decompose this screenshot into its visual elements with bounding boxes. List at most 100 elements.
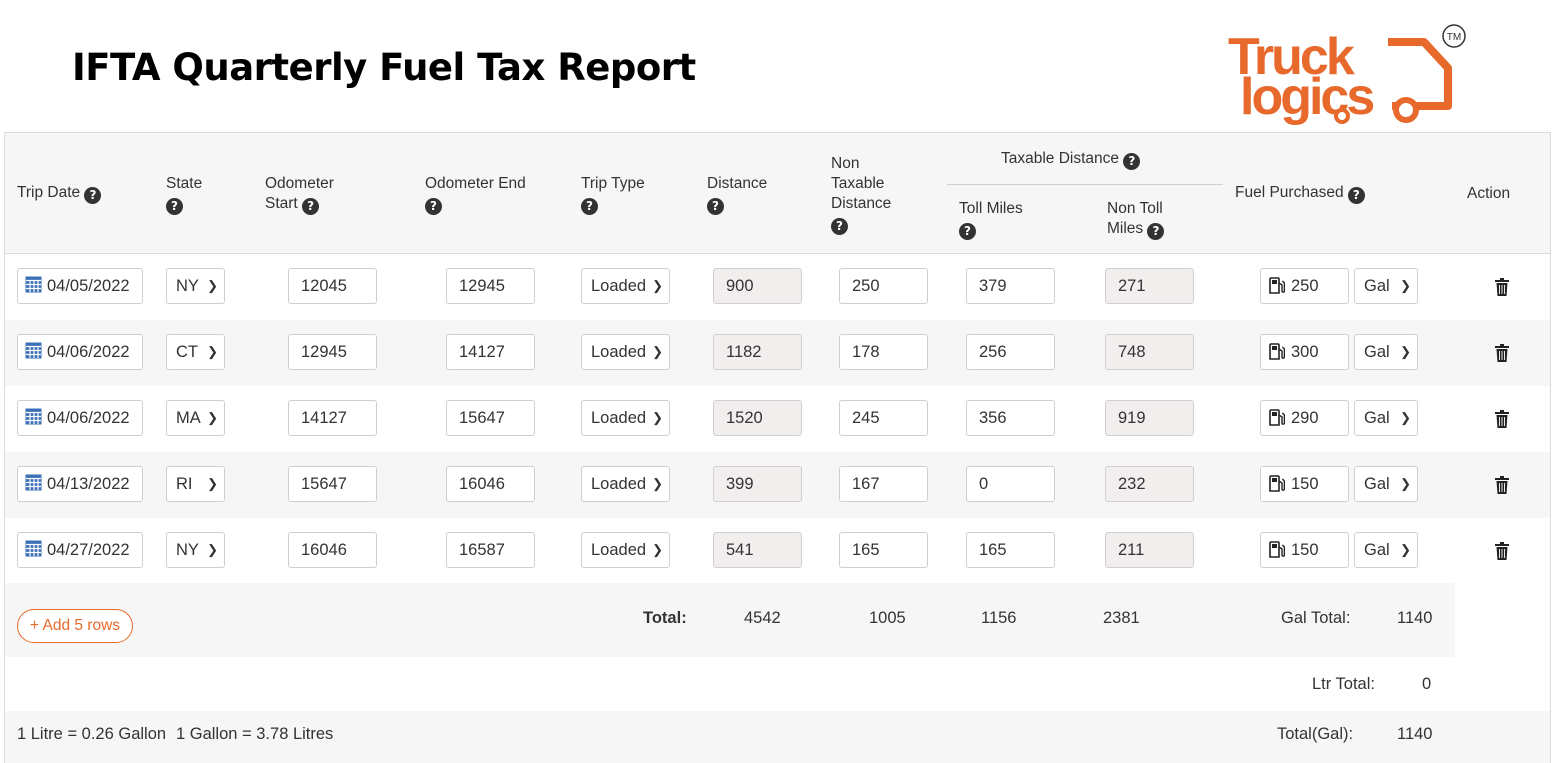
help-icon[interactable]: ? [1147, 223, 1165, 240]
trip-type-select[interactable]: Loaded ❯ [581, 334, 670, 370]
fuel-unit-select[interactable]: Gal ❯ [1354, 268, 1418, 304]
totals-row [5, 583, 1455, 657]
fuel-pump-icon [1269, 277, 1285, 294]
trash-icon[interactable] [1495, 344, 1509, 362]
trip-type-select[interactable]: Loaded ❯ [581, 268, 670, 304]
trip-date-input[interactable]: 04/06/2022 [17, 400, 143, 436]
header-toll-miles: Toll Miles? [959, 200, 1023, 240]
fuel-unit-select[interactable]: Gal ❯ [1354, 334, 1418, 370]
trash-icon[interactable] [1495, 476, 1509, 494]
chevron-down-icon: ❯ [1400, 410, 1411, 425]
chevron-down-icon: ❯ [652, 542, 663, 557]
distance-field: 900 [713, 268, 802, 304]
odometer-end-input[interactable]: 12945 [446, 268, 535, 304]
non-taxable-distance-input[interactable]: 178 [839, 334, 928, 370]
fuel-purchased-input[interactable]: 150 [1260, 532, 1349, 568]
fuel-pump-icon [1269, 541, 1285, 558]
odometer-end-input[interactable]: 16046 [446, 466, 535, 502]
conversion-litre: 1 Litre = 0.26 Gallon [17, 725, 167, 743]
add-rows-button[interactable]: + Add 5 rows [17, 609, 133, 643]
help-icon[interactable]: ? [959, 223, 976, 240]
help-icon[interactable]: ? [1123, 153, 1141, 170]
trash-icon[interactable] [1495, 542, 1509, 560]
help-icon[interactable]: ? [831, 218, 848, 235]
trash-icon[interactable] [1495, 278, 1509, 296]
toll-miles-input[interactable]: 356 [966, 400, 1055, 436]
non-taxable-distance-input[interactable]: 167 [839, 466, 928, 502]
fuel-unit-select[interactable]: Gal ❯ [1354, 532, 1418, 568]
non-toll-miles-field: 232 [1105, 466, 1194, 502]
chevron-down-icon: ❯ [652, 410, 663, 425]
state-select[interactable]: NY ❯ [166, 532, 225, 568]
non-taxable-distance-input[interactable]: 165 [839, 532, 928, 568]
chevron-down-icon: ❯ [207, 410, 218, 425]
toll-miles-input[interactable]: 0 [966, 466, 1055, 502]
toll-miles-input[interactable]: 165 [966, 532, 1055, 568]
report-table: Trip Date ? State? Odometer Start ? Odome… [4, 132, 1551, 763]
odometer-start-input[interactable]: 16046 [288, 532, 377, 568]
chevron-down-icon: ❯ [207, 344, 218, 359]
total-distance: 4542 [744, 609, 781, 627]
trip-date-input[interactable]: 04/27/2022 [17, 532, 143, 568]
chevron-down-icon: ❯ [1400, 476, 1411, 491]
chevron-down-icon: ❯ [652, 344, 663, 359]
help-icon[interactable]: ? [84, 187, 102, 204]
help-icon[interactable]: ? [425, 198, 442, 215]
trip-type-select[interactable]: Loaded ❯ [581, 466, 670, 502]
chevron-down-icon: ❯ [1400, 344, 1411, 359]
help-icon[interactable]: ? [581, 198, 598, 215]
odometer-start-input[interactable]: 15647 [288, 466, 377, 502]
total-toll-miles: 1156 [981, 609, 1017, 627]
distance-field: 1182 [713, 334, 802, 370]
trash-icon[interactable] [1495, 410, 1509, 428]
help-icon[interactable]: ? [1347, 187, 1365, 204]
logo-line1: Truck [1228, 28, 1355, 86]
odometer-end-input[interactable]: 16587 [446, 532, 535, 568]
trucklogics-logo: Truck logics TM [1228, 24, 1466, 126]
non-taxable-distance-input[interactable]: 250 [839, 268, 928, 304]
header-action: Action [1467, 185, 1511, 202]
non-taxable-distance-input[interactable]: 245 [839, 400, 928, 436]
toll-miles-input[interactable]: 256 [966, 334, 1055, 370]
logo-line2: logics [1240, 68, 1373, 126]
trip-date-input[interactable]: 04/05/2022 [17, 268, 143, 304]
ltr-total-label: Ltr Total: [1312, 675, 1375, 693]
non-toll-miles-field: 748 [1105, 334, 1194, 370]
help-icon[interactable]: ? [302, 198, 320, 215]
fuel-unit-select[interactable]: Gal ❯ [1354, 400, 1418, 436]
trademark-mark: TM [1447, 32, 1461, 43]
help-icon[interactable]: ? [707, 198, 724, 215]
calendar-icon [25, 408, 42, 425]
chevron-down-icon: ❯ [1400, 542, 1411, 557]
odometer-end-input[interactable]: 14127 [446, 334, 535, 370]
odometer-start-input[interactable]: 12945 [288, 334, 377, 370]
state-select[interactable]: NY ❯ [166, 268, 225, 304]
conversion-gallon: 1 Gallon = 3.78 Litres [176, 725, 334, 743]
calendar-icon [25, 540, 42, 557]
trip-type-select[interactable]: Loaded ❯ [581, 532, 670, 568]
table-row: 04/05/2022 NY ❯ 12045 12945 Loaded ❯ 900 2… [5, 254, 1550, 320]
state-select[interactable]: MA ❯ [166, 400, 225, 436]
state-select[interactable]: CT ❯ [166, 334, 225, 370]
toll-miles-input[interactable]: 379 [966, 268, 1055, 304]
fuel-purchased-input[interactable]: 150 [1260, 466, 1349, 502]
header-odometer-start: Odometer Start ? [265, 175, 334, 215]
chevron-down-icon: ❯ [652, 476, 663, 491]
total-gal-label: Total(Gal): [1277, 725, 1354, 743]
trip-type-select[interactable]: Loaded ❯ [581, 400, 670, 436]
table-header: Trip Date ? State? Odometer Start ? Odome… [5, 133, 1550, 254]
total-label: Total: [643, 609, 687, 627]
fuel-purchased-input[interactable]: 300 [1260, 334, 1349, 370]
distance-field: 399 [713, 466, 802, 502]
trip-date-input[interactable]: 04/06/2022 [17, 334, 143, 370]
fuel-purchased-input[interactable]: 250 [1260, 268, 1349, 304]
odometer-start-input[interactable]: 14127 [288, 400, 377, 436]
gal-total-label: Gal Total: [1281, 609, 1351, 627]
state-select[interactable]: RI ❯ [166, 466, 225, 502]
fuel-unit-select[interactable]: Gal ❯ [1354, 466, 1418, 502]
help-icon[interactable]: ? [166, 198, 183, 215]
odometer-start-input[interactable]: 12045 [288, 268, 377, 304]
odometer-end-input[interactable]: 15647 [446, 400, 535, 436]
trip-date-input[interactable]: 04/13/2022 [17, 466, 143, 502]
fuel-purchased-input[interactable]: 290 [1260, 400, 1349, 436]
